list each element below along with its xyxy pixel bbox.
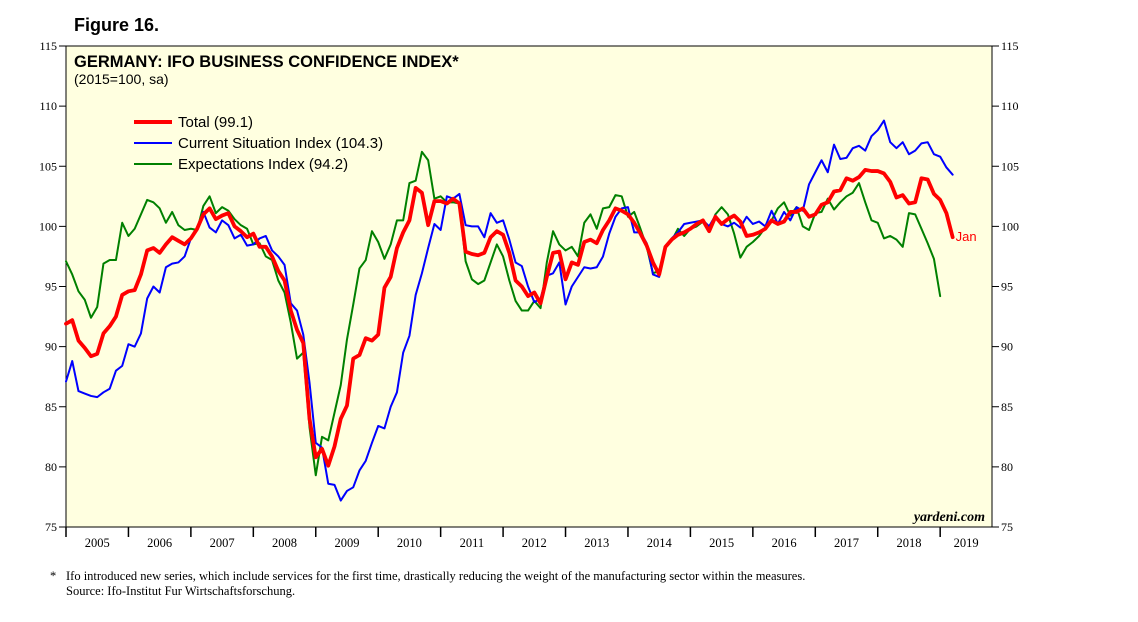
y-axes: 75 75 80 80 85 85 90 90 95 95 100 100 105 105 110 110 11… [39,39,1019,534]
legend-label-current: Current Situation Index (104.3) [178,135,383,152]
series-line-total [64,167,955,468]
y-tick-label-right: 85 [1001,400,1013,414]
footnote-marker: * [50,569,57,583]
y-tick-label-right: 75 [1001,520,1013,534]
y-tick-label-right: 110 [1001,99,1019,113]
y-tick-label-left: 75 [45,520,57,534]
chart-title: GERMANY: IFO BUSINESS CONFIDENCE INDEX* [74,53,459,71]
x-tick-label: 2010 [397,536,422,550]
series-line-current [65,119,954,502]
y-tick-label-right: 100 [1001,219,1019,233]
footnote-text: Ifo introduced new series, which include… [66,569,806,583]
footnote: * Ifo introduced new series, which includ… [50,569,805,599]
legend-label-total: Total (99.1) [178,114,253,131]
y-tick-label-left: 95 [45,280,57,294]
x-tick-label: 2011 [460,536,485,550]
y-tick-label-right: 115 [1001,39,1019,53]
x-tick-label: 2006 [147,536,172,550]
x-tick-label: 2015 [709,536,734,550]
x-tick-label: 2012 [522,536,547,550]
legend-label-expectations: Expectations Index (94.2) [178,156,348,173]
x-tick-label: 2013 [584,536,609,550]
y-tick-label-left: 115 [39,39,57,53]
y-tick-label-right: 80 [1001,460,1013,474]
legend: Total (99.1) Current Situation Index (104… [134,114,383,173]
chart-subtitle: (2015=100, sa) [74,71,169,87]
y-tick-label-right: 95 [1001,280,1013,294]
x-tick-label: 2016 [772,536,797,550]
x-tick-label: 2017 [834,536,859,550]
y-tick-label-left: 80 [45,460,57,474]
y-tick-label-left: 90 [45,340,57,354]
series-lines [64,119,955,502]
figure-label: Figure 16. [74,15,160,35]
y-tick-label-left: 100 [39,219,57,233]
x-tick-label: 2018 [896,536,921,550]
x-tick-label: 2009 [334,536,359,550]
y-tick-label-right: 105 [1001,159,1019,173]
y-tick-label-left: 85 [45,400,57,414]
y-tick-label-right: 90 [1001,340,1013,354]
x-axis: 2005 2006 2007 2008 2009 2010 2011 2012 2013 2014… [65,527,979,550]
end-label: Jan [956,229,977,244]
x-tick-label: 2019 [954,536,979,550]
x-tick-label: 2014 [647,536,673,550]
watermark: yardeni.com [912,510,985,525]
x-tick-label: 2005 [85,536,110,550]
x-tick-label: 2007 [210,536,235,550]
x-tick-label: 2008 [272,536,297,550]
y-tick-label-left: 110 [39,99,57,113]
footnote-source: Source: Ifo-Institut Fur Wirtschaftsfors… [66,584,296,598]
y-tick-label-left: 105 [39,159,57,173]
